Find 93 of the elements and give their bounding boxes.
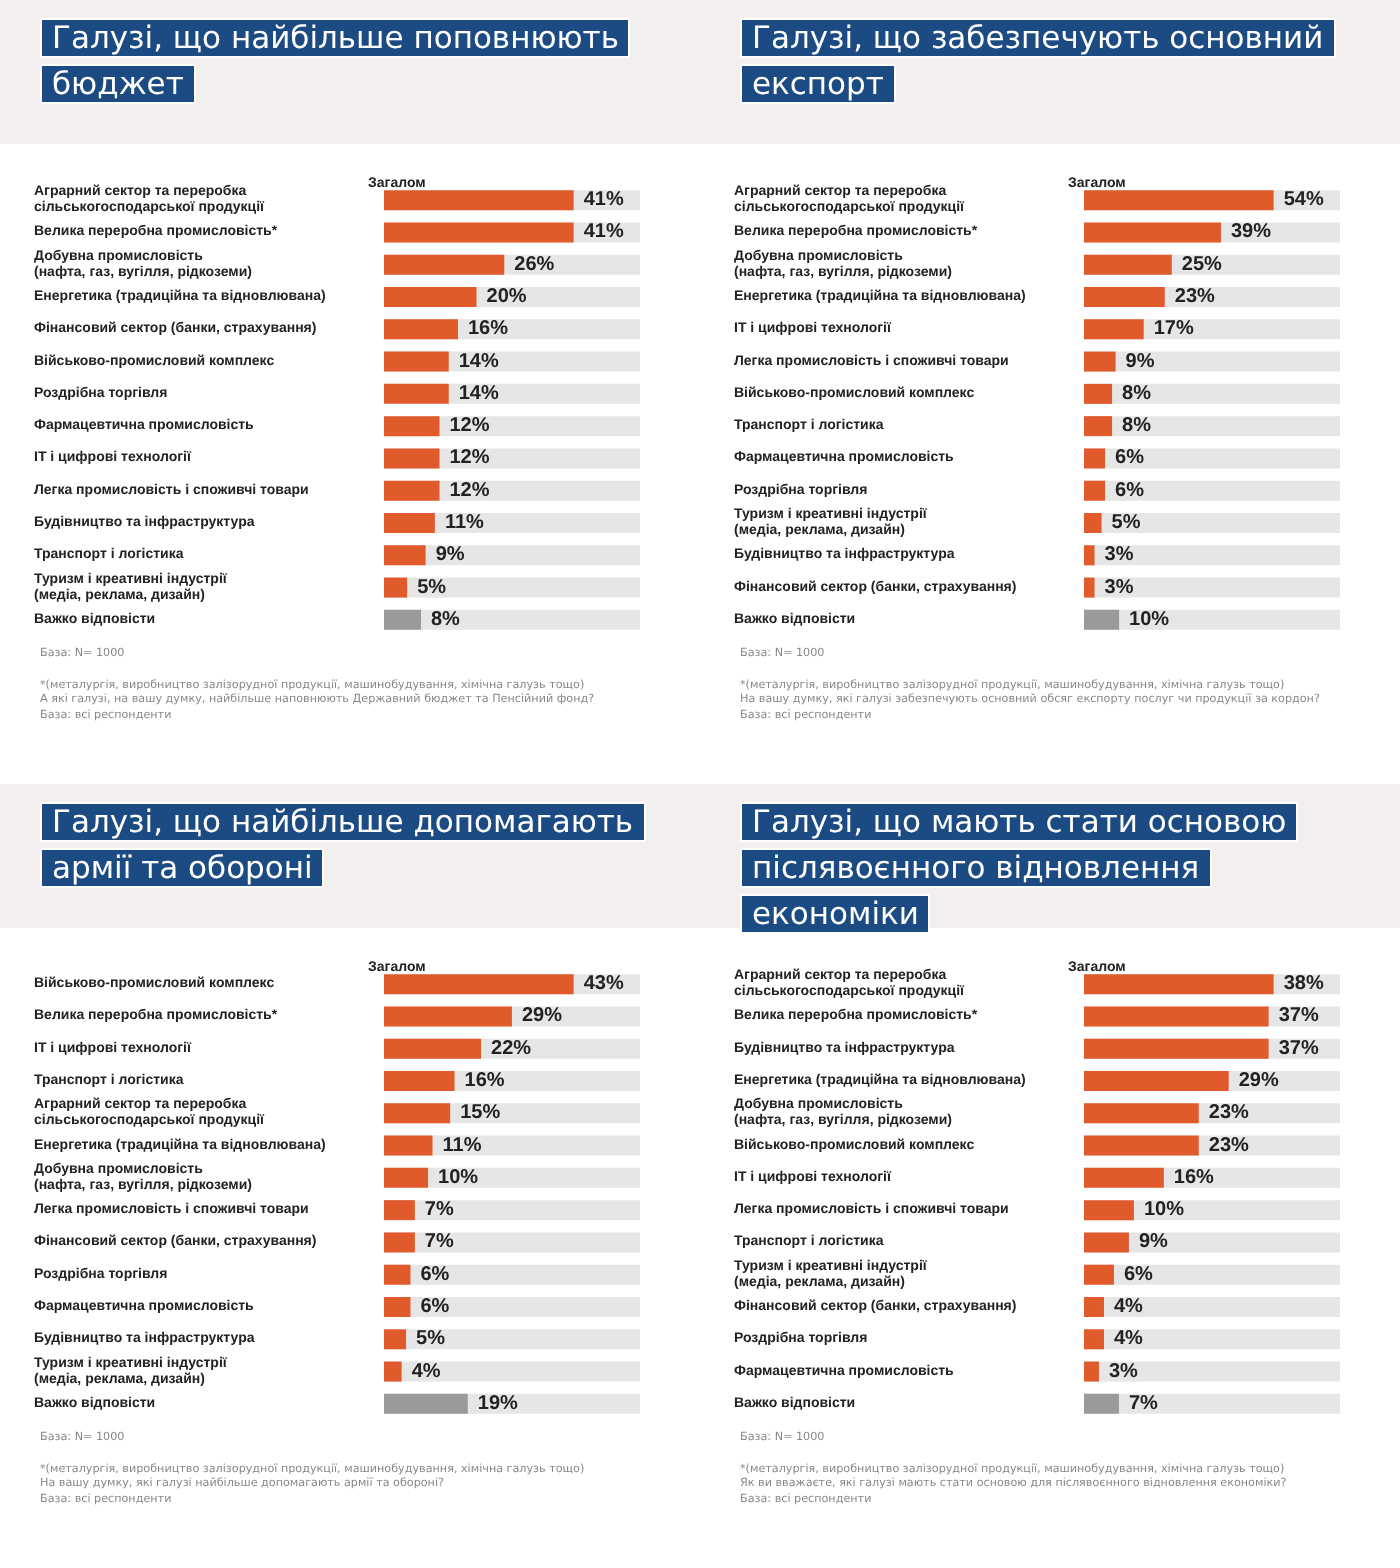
bar — [384, 1167, 429, 1188]
data-label: 29% — [1238, 1070, 1279, 1092]
data-label: 11% — [442, 1134, 482, 1157]
bar — [384, 1361, 402, 1382]
bar — [1084, 1393, 1119, 1414]
data-label: 26% — [514, 253, 555, 276]
data-label: 6% — [1115, 479, 1145, 502]
data-label: 39% — [1230, 221, 1272, 244]
data-label: 12% — [449, 415, 490, 438]
bar — [384, 416, 440, 437]
bar — [1084, 1264, 1114, 1285]
data-label: 16% — [464, 1070, 505, 1092]
bar — [384, 1329, 407, 1350]
data-label: 9% — [1138, 1231, 1169, 1254]
bar — [1084, 513, 1102, 533]
data-label: 12% — [449, 447, 490, 470]
data-label: 5% — [1111, 512, 1141, 534]
data-label: 23% — [1208, 1102, 1250, 1125]
data-label: 4% — [1113, 1296, 1144, 1318]
bar — [384, 448, 440, 469]
bar — [384, 480, 440, 501]
data-label: 37% — [1278, 1005, 1319, 1028]
data-label: 20% — [486, 286, 527, 308]
data-label: 10% — [438, 1166, 479, 1189]
bar — [1084, 448, 1106, 469]
data-label: 4% — [411, 1360, 441, 1383]
bar — [384, 513, 435, 533]
data-label: 8% — [1122, 382, 1152, 405]
bar — [1084, 383, 1113, 404]
data-label: 8% — [1122, 415, 1152, 438]
bar — [1084, 609, 1120, 630]
data-label: 41% — [583, 221, 624, 244]
data-label: 14% — [458, 350, 499, 373]
data-label: 11% — [444, 512, 485, 534]
bar — [1084, 480, 1106, 501]
bar — [1084, 1329, 1104, 1350]
data-label: 6% — [420, 1263, 450, 1286]
data-label: 19% — [477, 1392, 519, 1415]
bar — [1084, 577, 1095, 598]
data-label: 41% — [583, 189, 624, 212]
data-label: 3% — [1104, 544, 1134, 567]
data-label: 8% — [431, 608, 461, 631]
data-label: 15% — [460, 1102, 501, 1125]
data-label: 25% — [1181, 253, 1223, 276]
bar — [1084, 1297, 1104, 1317]
data-label: 22% — [491, 1037, 532, 1060]
chart-title: Галузі, що найбільше допомагають армії та обороні — [40, 802, 646, 888]
data-label: 3% — [1108, 1360, 1139, 1383]
data-label: 38% — [1283, 973, 1324, 996]
bar — [1084, 1361, 1099, 1382]
data-label: 16% — [468, 318, 509, 341]
chart-title: Галузі, що забезпечують основний експорт — [740, 18, 1336, 104]
bar — [384, 1297, 411, 1317]
data-label: 4% — [1113, 1328, 1144, 1351]
bar — [1084, 545, 1095, 566]
bar — [384, 1135, 433, 1156]
data-label: 29% — [521, 1005, 563, 1028]
data-label: 9% — [435, 544, 465, 567]
bar — [384, 609, 421, 630]
data-label: 14% — [458, 382, 499, 405]
bar — [1084, 416, 1113, 437]
data-label: 17% — [1153, 318, 1194, 341]
data-label: 6% — [1115, 447, 1145, 470]
data-label: 54% — [1283, 189, 1324, 212]
data-label: 16% — [1173, 1166, 1215, 1189]
data-label: 10% — [1143, 1199, 1185, 1222]
chart-title: Галузі, що найбільше поповнюють бюджет — [40, 18, 631, 104]
data-label: 43% — [583, 973, 624, 996]
bar — [384, 1232, 415, 1253]
data-label: 37% — [1278, 1037, 1319, 1060]
bar — [1084, 319, 1144, 340]
bar — [1084, 1200, 1134, 1221]
bar — [384, 1264, 411, 1285]
data-label: 5% — [417, 576, 447, 599]
bar — [384, 1200, 415, 1221]
bar — [384, 545, 426, 566]
data-label: 7% — [424, 1199, 454, 1222]
data-label: 7% — [424, 1231, 454, 1254]
data-label: 6% — [1123, 1263, 1154, 1286]
data-label: 12% — [449, 479, 490, 502]
data-label: 23% — [1208, 1134, 1250, 1157]
bar — [1084, 1232, 1129, 1253]
bar — [1084, 351, 1116, 372]
data-label: 7% — [1128, 1392, 1159, 1415]
data-label: 23% — [1174, 286, 1216, 308]
data-label: 3% — [1104, 576, 1134, 599]
data-label: 6% — [420, 1296, 450, 1318]
data-label: 9% — [1125, 350, 1155, 373]
bar — [384, 351, 449, 372]
data-label: 10% — [1129, 608, 1170, 631]
data-label: 5% — [416, 1328, 446, 1351]
bar — [384, 577, 408, 598]
chart-title: Галузі, що мають стати основою післявоєнного відновлення економіки — [740, 802, 1299, 934]
